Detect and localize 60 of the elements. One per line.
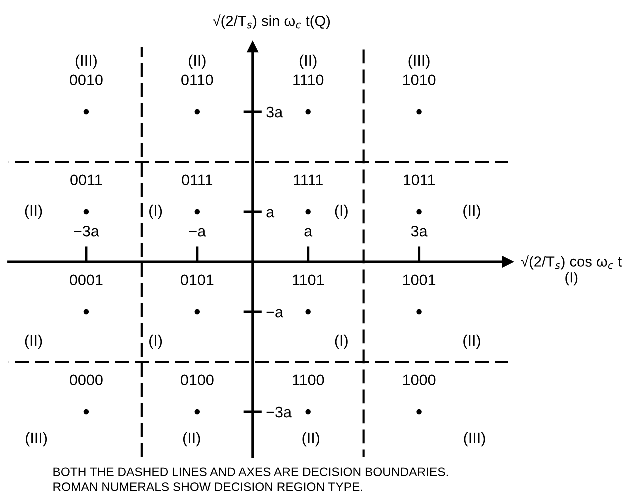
annotation: (II) (183, 432, 200, 447)
annotation: (II) (464, 334, 480, 350)
y-tick-label: −3a (266, 406, 292, 418)
annotation: 0000 (70, 374, 103, 386)
text: BOTH THE DASHED LINES AND AXES ARE DECISION BOUNDARIES. (54, 468, 448, 476)
point (306, 409, 311, 415)
annotation: 0111 (182, 174, 213, 186)
annotation: (III) (464, 432, 486, 447)
y-tick-label: a (266, 209, 275, 218)
annotation: (II) (300, 54, 317, 70)
annotation: (I) (150, 334, 162, 350)
point (306, 109, 311, 115)
annotation: 0101 (181, 274, 214, 286)
annotation: (I) (335, 204, 348, 220)
point (194, 309, 200, 315)
text: ROMAN NUMERALS SHOW DECISION REGION TYPE. (54, 482, 362, 492)
point (194, 109, 200, 115)
annotation: (I) (150, 204, 162, 220)
annotation: 1001 (403, 274, 436, 286)
point (194, 409, 200, 415)
point (194, 209, 200, 215)
point (416, 309, 422, 315)
y-tick-label: −a (266, 309, 284, 318)
x-tick-label: −3a (74, 226, 100, 237)
annotation: (III) (26, 432, 48, 447)
x-tick-label: 3a (411, 226, 428, 237)
annotation: (II) (464, 204, 480, 220)
point (306, 209, 311, 215)
annotation: 1110 (294, 74, 324, 86)
annotation: (II) (25, 334, 42, 350)
annotation: 1011 (404, 174, 435, 186)
annotation: 0110 (182, 74, 214, 86)
point (416, 109, 422, 115)
annotation: (III) (408, 54, 430, 70)
x-tick-label: −a (189, 228, 206, 237)
annotation: 0001 (70, 274, 103, 286)
annotation: (II) (302, 432, 320, 447)
point (84, 109, 90, 115)
text: √(2/T$_{s}$) cos ω$_{c}$ t (I) (521, 255, 622, 286)
annotation: 0011 (70, 174, 102, 186)
annotation: (II) (189, 54, 206, 70)
point (84, 309, 90, 315)
annotation: 1000 (403, 374, 436, 386)
annotation: 1101 (293, 274, 324, 286)
annotation: (I) (335, 334, 348, 350)
annotation: (III) (76, 54, 97, 70)
annotation: 1100 (293, 374, 324, 386)
annotation: 1111 (294, 174, 323, 186)
annotation: 0010 (70, 74, 103, 86)
point (416, 209, 422, 215)
annotation: 0100 (181, 374, 214, 386)
point (84, 409, 90, 415)
point (416, 409, 422, 415)
annotation: (II) (25, 204, 42, 220)
point (306, 309, 311, 315)
y-axis-title: √(2/T$_{s}$) sin ω$_{c}$ t(Q) (213, 14, 330, 30)
x-tick-label: a (304, 228, 313, 237)
y-tick-label: 3a (266, 106, 284, 118)
point (84, 209, 90, 215)
annotation: 1010 (403, 74, 436, 86)
